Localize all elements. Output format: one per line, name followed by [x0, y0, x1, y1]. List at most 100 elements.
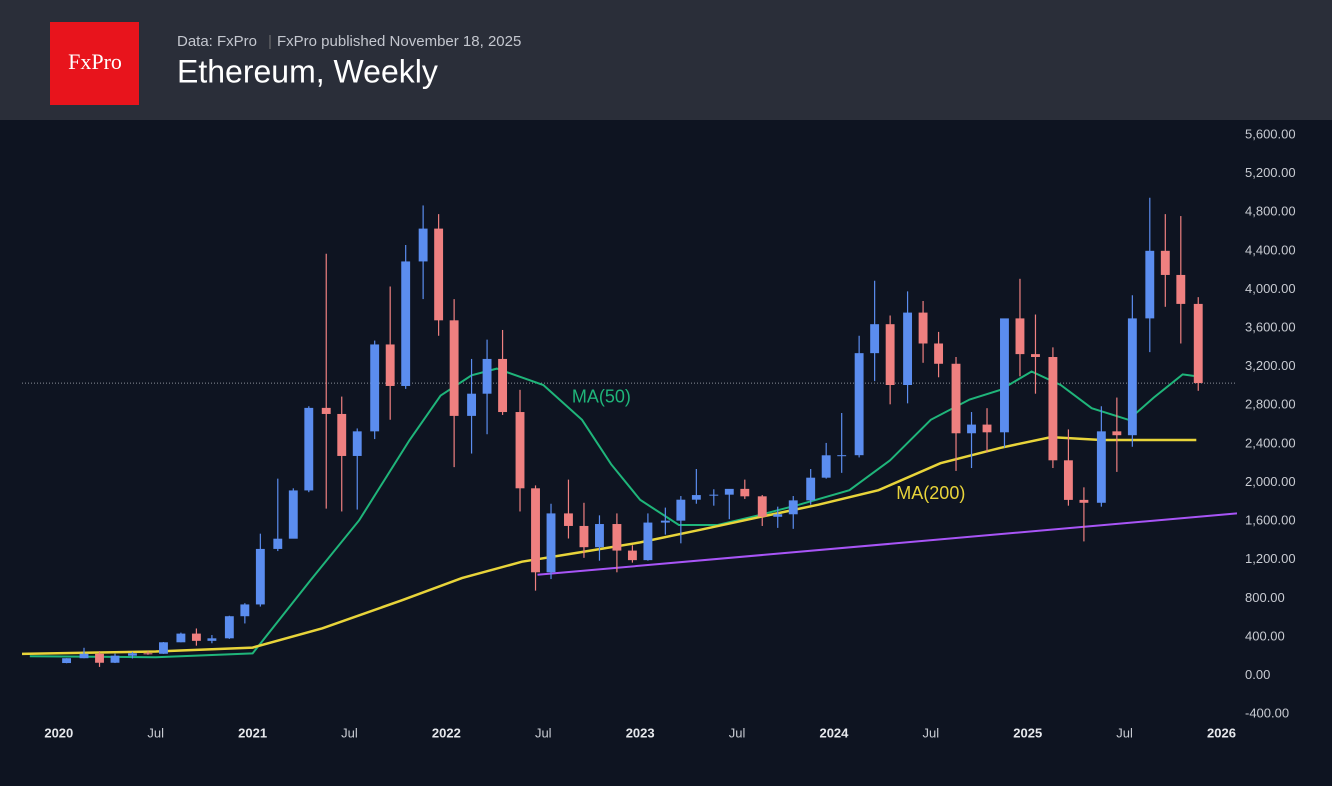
chart-title: Ethereum, Weekly [177, 53, 438, 89]
y-tick-label: 2,800.00 [1245, 397, 1296, 412]
candle-body [1127, 318, 1137, 436]
line-series [22, 435, 1197, 656]
candle-body [627, 550, 637, 561]
axes: -400.00 0.00 400.00 800.00 1,200.00 1,600.00 2… [44, 126, 1295, 740]
x-tick-label: 2020 [44, 725, 73, 740]
x-tick-label: 2026 [1207, 725, 1236, 740]
candle-body [982, 424, 992, 433]
candle-body [110, 655, 120, 663]
candle-body [467, 393, 477, 416]
x-tick-label: 2024 [819, 725, 849, 740]
line-label: MA(200) [896, 483, 965, 503]
candle-body [498, 358, 508, 413]
candle-body [1160, 250, 1170, 275]
candle-body [1145, 250, 1155, 319]
y-tick-label: 2,400.00 [1245, 435, 1296, 450]
candle-body [531, 488, 540, 573]
candle-body [676, 499, 686, 521]
y-tick-label: -400.00 [1245, 706, 1289, 721]
candle-body [788, 500, 798, 515]
candle-body [95, 653, 104, 663]
candle-body [757, 496, 767, 517]
y-tick-label: 3,600.00 [1245, 319, 1296, 334]
y-tick-label: 1,200.00 [1245, 551, 1296, 566]
candle-body [951, 363, 961, 434]
candle-body [79, 653, 89, 659]
candle-body [1112, 431, 1122, 436]
candle-body [1096, 431, 1106, 503]
x-tick-label: 2025 [1013, 725, 1042, 740]
candle-body [385, 344, 395, 386]
y-tick-label: 2,000.00 [1245, 474, 1296, 489]
x-tick-label: Jul [1116, 725, 1133, 740]
candle-body [1000, 318, 1009, 433]
candle-body [1015, 318, 1025, 355]
candle-body [870, 324, 880, 354]
candle-body [821, 455, 831, 478]
x-tick-label: 2022 [432, 725, 461, 740]
candle-body [482, 358, 492, 394]
candle-body [1193, 303, 1203, 384]
y-tick-label: 5,200.00 [1245, 165, 1296, 180]
candle-body [885, 324, 895, 386]
line-label: MA(50) [572, 386, 631, 406]
x-tick-label: 2023 [626, 725, 655, 740]
source: Data: FxPro [177, 33, 257, 50]
candle-body [773, 514, 783, 517]
candle-body [1176, 274, 1186, 304]
candle-body [709, 494, 719, 496]
plot [22, 197, 1237, 667]
candle-body [579, 525, 589, 548]
candle-body [1079, 499, 1089, 503]
y-tick-label: 3,200.00 [1245, 358, 1296, 373]
candle-body [1048, 357, 1058, 461]
candle-body [273, 538, 283, 549]
candle-body [1031, 354, 1040, 358]
candle-body [191, 633, 201, 641]
candle-body [418, 228, 428, 262]
candle-body [321, 407, 331, 414]
subtitle: FxPro published November 18, 2025 [277, 33, 521, 50]
candle-body [352, 431, 362, 456]
candle-body [691, 495, 701, 500]
candle-body [918, 312, 928, 344]
candle-body [370, 344, 380, 432]
candle-body [288, 490, 298, 539]
y-tick-label: 5,600.00 [1245, 126, 1296, 141]
candle-body [595, 524, 604, 548]
candle-body [337, 413, 347, 456]
candle-body [159, 642, 168, 654]
candle-body [643, 522, 653, 561]
y-tick-label: 4,800.00 [1245, 204, 1296, 219]
candle-body [612, 524, 622, 551]
candle-body [903, 312, 913, 386]
x-tick-label: Jul [147, 725, 164, 740]
candle-body [224, 616, 234, 639]
x-tick-label: 2021 [238, 725, 267, 740]
x-tick-label: Jul [341, 725, 358, 740]
candle-body [434, 228, 444, 321]
candle-body [724, 488, 734, 495]
logo: FxPro [68, 49, 122, 74]
candle-body [934, 343, 944, 364]
candle-body [515, 412, 525, 489]
x-tick-label: Jul [535, 725, 552, 740]
candle-body [401, 261, 411, 386]
y-tick-label: 4,400.00 [1245, 242, 1296, 257]
line-series [537, 512, 1237, 576]
y-tick-label: 400.00 [1245, 628, 1285, 643]
candle-body [837, 455, 847, 457]
candle-body [255, 548, 265, 605]
candle-body [176, 633, 186, 643]
candle-body [304, 407, 314, 491]
candle-body [240, 604, 250, 617]
y-tick-label: 0.00 [1245, 667, 1270, 682]
candle-body [660, 520, 670, 523]
candle-body [967, 424, 976, 434]
logo-box [50, 22, 139, 105]
candle-body [143, 653, 153, 655]
candle-body [1063, 460, 1073, 500]
candle-body [207, 638, 217, 641]
y-tick-label: 1,600.00 [1245, 513, 1296, 528]
